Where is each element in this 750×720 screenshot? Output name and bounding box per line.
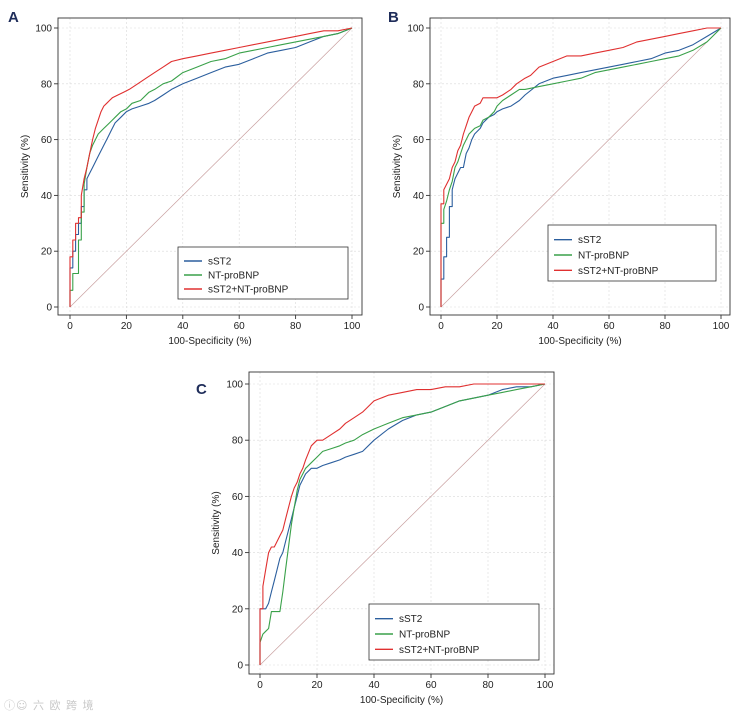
roc-curve-sst2-nt-probnp xyxy=(440,27,721,307)
roc-curve-nt-probnp xyxy=(259,383,546,665)
reference-diagonal xyxy=(259,383,546,666)
x-axis-label: 100-Specificity (%) xyxy=(168,336,251,347)
legend-box xyxy=(368,603,540,661)
x-tick-label: 0 xyxy=(257,680,263,691)
y-tick-label: 0 xyxy=(418,303,424,314)
legend-entry: sST2+NT-proBNP xyxy=(578,266,659,277)
y-tick-label: 40 xyxy=(413,191,425,202)
y-tick-label: 60 xyxy=(41,135,53,146)
legend-box xyxy=(177,246,349,300)
legend-entry: sST2+NT-proBNP xyxy=(399,645,480,656)
x-tick-label: 100 xyxy=(713,321,730,332)
y-axis-label: Sensitivity (%) xyxy=(20,135,31,198)
y-tick-label: 40 xyxy=(232,548,244,559)
watermark: ⓘ☺ 六 欧 跨 境 xyxy=(4,699,95,712)
y-axis-label: Sensitivity (%) xyxy=(392,135,403,198)
x-tick-label: 40 xyxy=(547,321,559,332)
legend-entry: sST2 xyxy=(208,257,232,268)
legend: sST2 NT-proBNP sST2+NT-proBNP xyxy=(368,603,540,661)
x-tick-label: 40 xyxy=(368,680,380,691)
panel-B: B 0 0 20 20 40 40 60 60 80 80 100 100 100-Specificity… xyxy=(388,9,731,347)
y-tick-label: 0 xyxy=(237,661,243,672)
legend-entry: sST2 xyxy=(399,614,423,625)
y-tick-label: 60 xyxy=(232,492,244,503)
panel-A: A 0 0 20 20 40 40 60 60 80 80 100 100 100-Specificity… xyxy=(8,9,363,347)
plot-frame xyxy=(57,17,363,316)
roc-curve-sst2-nt-probnp xyxy=(259,383,545,665)
roc-curve-nt-probnp xyxy=(69,27,353,307)
panel-letter: C xyxy=(196,381,207,398)
y-tick-label: 80 xyxy=(413,79,425,90)
x-axis-label: 100-Specificity (%) xyxy=(360,695,443,706)
y-axis-label: Sensitivity (%) xyxy=(211,491,222,554)
x-tick-label: 60 xyxy=(425,680,437,691)
roc-curve-nt-probnp xyxy=(440,27,722,307)
legend: sST2 NT-proBNP sST2+NT-proBNP xyxy=(177,246,349,300)
roc-curve-sst2-nt-probnp xyxy=(69,27,353,307)
y-tick-label: 20 xyxy=(232,604,244,615)
x-tick-label: 60 xyxy=(234,321,246,332)
panel-C: C 0 0 20 20 40 40 60 60 80 80 100 100 100-Specificity… xyxy=(196,371,555,706)
plot-frame xyxy=(429,17,731,316)
x-tick-label: 0 xyxy=(67,321,73,332)
y-tick-label: 80 xyxy=(41,79,53,90)
y-tick-label: 80 xyxy=(232,436,244,447)
x-tick-label: 80 xyxy=(290,321,302,332)
x-tick-label: 80 xyxy=(659,321,671,332)
legend-entry: sST2+NT-proBNP xyxy=(208,285,289,296)
y-tick-label: 20 xyxy=(413,247,425,258)
plot-frame xyxy=(248,371,555,675)
legend-entry: NT-proBNP xyxy=(208,271,259,282)
legend-entry: NT-proBNP xyxy=(578,251,629,262)
reference-diagonal xyxy=(440,27,722,308)
x-tick-label: 60 xyxy=(603,321,615,332)
legend-entry: sST2 xyxy=(578,235,602,246)
reference-diagonal xyxy=(69,27,353,308)
legend-box xyxy=(547,224,717,282)
y-tick-label: 60 xyxy=(413,135,425,146)
y-tick-label: 100 xyxy=(407,24,424,35)
y-tick-label: 0 xyxy=(46,303,52,314)
y-tick-label: 20 xyxy=(41,247,53,258)
x-axis-label: 100-Specificity (%) xyxy=(538,336,621,347)
panel-letter: A xyxy=(8,9,19,26)
legend-entry: NT-proBNP xyxy=(399,630,450,641)
x-tick-label: 100 xyxy=(537,680,554,691)
x-tick-label: 20 xyxy=(121,321,133,332)
x-tick-label: 20 xyxy=(311,680,323,691)
y-tick-label: 40 xyxy=(41,191,53,202)
roc-curve-sst2 xyxy=(69,27,353,307)
y-tick-label: 100 xyxy=(226,380,243,391)
panel-letter: B xyxy=(388,9,399,26)
x-tick-label: 100 xyxy=(344,321,361,332)
x-tick-label: 0 xyxy=(438,321,444,332)
y-tick-label: 100 xyxy=(35,24,52,35)
legend: sST2 NT-proBNP sST2+NT-proBNP xyxy=(547,224,717,282)
x-tick-label: 40 xyxy=(177,321,189,332)
x-tick-label: 80 xyxy=(482,680,494,691)
x-tick-label: 20 xyxy=(491,321,503,332)
